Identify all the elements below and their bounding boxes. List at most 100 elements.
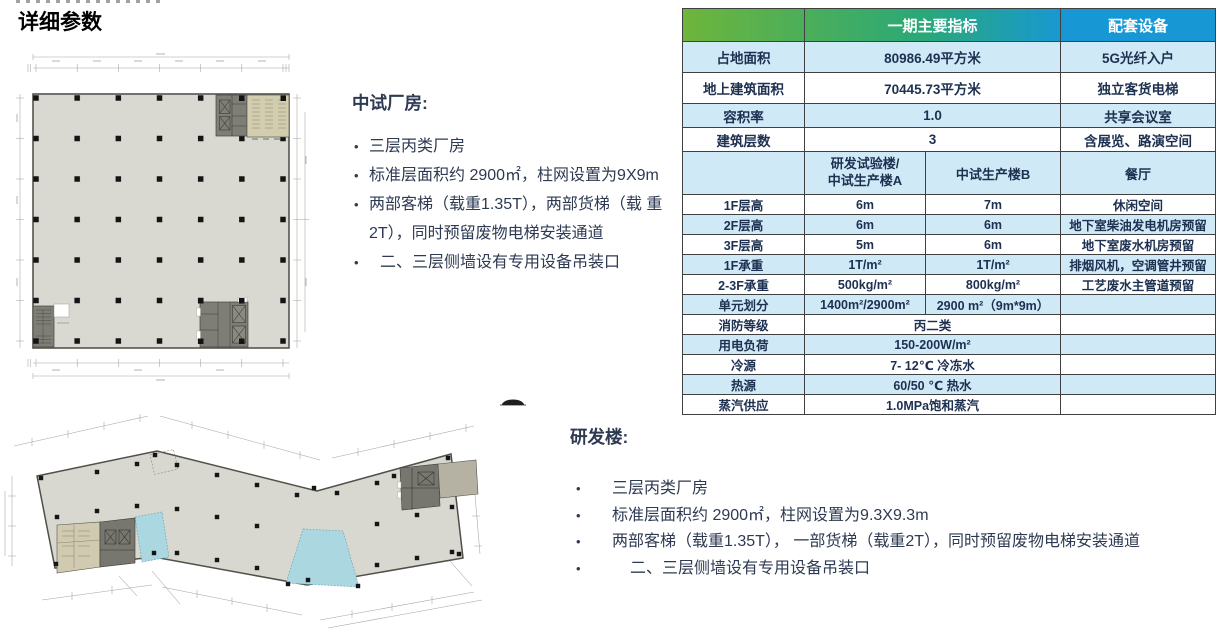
spec-table: 一期主要指标 配套设备 占地面积 80986.49平方米 5G光纤入户 地上建筑… (682, 8, 1217, 415)
rnd-building-floor-plan (4, 399, 526, 629)
spec-label-cell: 蒸汽供应 (682, 394, 805, 415)
facility-cell: 工艺废水主管道预留 (1060, 274, 1217, 295)
building-b-header-cell: 中试生产楼B (924, 151, 1062, 195)
spec-value-b-cell: 2900 m²（9m*9m） (924, 294, 1062, 315)
bullet-item: 二、三层侧墙设有专用设备吊装口 (570, 556, 1218, 583)
page-title: 详细参数 (18, 11, 102, 34)
facility-cell (1060, 374, 1217, 395)
spec-label-cell: 冷源 (682, 354, 805, 375)
table-row: 容积率 1.0 共享会议室 (682, 103, 1217, 128)
facility-cell: 排烟风机，空调管井预留 (1060, 254, 1217, 275)
spec-label-cell: 用电负荷 (682, 334, 805, 355)
bullet-item: 标准层面积约 2900㎡，柱网设置为9X9m (352, 161, 688, 190)
plan2-core-left (99, 517, 136, 568)
spec-value-b-cell: 800kg/m² (924, 274, 1062, 295)
spec-value-a-cell: 5m (804, 234, 926, 255)
table-row: 消防等级 丙二类 (682, 314, 1217, 335)
pilot-plant-bullets: 三层丙类厂房 标准层面积约 2900㎡，柱网设置为9X9m 两部客梯（载重1.3… (352, 132, 688, 277)
plan2-room-right (437, 459, 479, 499)
cropped-text-artifact (16, 0, 166, 3)
plan2-columns (38, 452, 462, 589)
table-row: 用电负荷 150-200W/m² (682, 334, 1217, 355)
spec-label-cell: 热源 (682, 374, 805, 395)
facility-cell: 5G光纤入户 (1060, 41, 1217, 73)
spec-label-cell: 容积率 (682, 103, 805, 128)
header-main-cell: 一期主要指标 (803, 8, 1062, 42)
facility-cell (1060, 394, 1217, 415)
spec-label-cell: 消防等级 (682, 314, 805, 335)
header-aux-cell: 配套设备 (1060, 8, 1217, 42)
spec-value-cell: 70445.73平方米 (803, 72, 1062, 104)
spec-label-cell: 占地面积 (682, 41, 805, 73)
spec-value-a-cell: 500kg/m² (804, 274, 926, 295)
pilot-plant-floor-plan (16, 53, 309, 381)
table-row: 1F层高 6m 7m 休闲空间 (682, 194, 1217, 215)
spec-label-cell: 2-3F承重 (682, 274, 805, 295)
spec-label-cell: 建筑层数 (682, 127, 805, 152)
facility-cell (1060, 334, 1217, 355)
spec-label-cell: 单元划分 (682, 294, 805, 315)
spec-value-cell: 60/50 ℃ 热水 (803, 374, 1062, 395)
spec-value-b-cell: 6m (924, 214, 1062, 235)
bullet-item: 三层丙类厂房 (352, 132, 688, 161)
plan2-dimension-lines (4, 414, 483, 629)
facility-cell (1060, 354, 1217, 375)
spec-value-cell: 80986.49平方米 (803, 41, 1062, 73)
rnd-building-heading: 研发楼: (570, 427, 629, 447)
rnd-building-section: 研发楼: 三层丙类厂房 标准层面积约 2900㎡，柱网设置为9.3X9.3m 两… (570, 424, 1218, 582)
plan1-room-topright (239, 94, 290, 140)
plan1-core-bottomcenter (196, 297, 249, 348)
spec-value-a-cell: 1400m²/2900m² (804, 294, 926, 315)
plan2-room-left (56, 521, 101, 574)
rnd-building-bullets: 三层丙类厂房 标准层面积约 2900㎡，柱网设置为9.3X9.3m 两部客梯（载… (570, 476, 1218, 582)
spec-value-b-cell: 7m (924, 194, 1062, 215)
table-row: 2F层高 6m 6m 地下室柴油发电机房预留 (682, 214, 1217, 235)
facility-cell: 独立客货电梯 (1060, 72, 1217, 104)
spec-value-b-cell: 6m (924, 234, 1062, 255)
table-row: 热源 60/50 ℃ 热水 (682, 374, 1217, 395)
spec-label-cell: 1F层高 (682, 194, 805, 215)
building-a-header-cell: 研发试验楼/ 中试生产楼A (804, 151, 926, 195)
table-row: 单元划分 1400m²/2900m² 2900 m²（9m*9m） (682, 294, 1217, 315)
plan1-dimension-numbers (16, 53, 307, 381)
spec-value-cell: 1.0 (803, 103, 1062, 128)
spec-value-cell: 丙二类 (803, 314, 1062, 335)
bullet-item: 两部客梯（载重1.35T）， 一部货梯（载重2T），同时预留废物电梯安装通道 (570, 529, 1218, 556)
table-row: 3F层高 5m 6m 地下室废水机房预留 (682, 234, 1217, 255)
facility-cell (1060, 294, 1217, 315)
plan2-core-right (397, 463, 441, 511)
bullet-item: 三层丙类厂房 (570, 476, 1218, 503)
spec-value-b-cell: 1T/m² (924, 254, 1062, 275)
spec-label-cell: 3F层高 (682, 234, 805, 255)
north-indicator (500, 399, 526, 406)
plan2-entrance-outline (149, 449, 179, 475)
facility-cell: 地下室废水机房预留 (1060, 234, 1217, 255)
spec-value-cell: 3 (803, 127, 1062, 152)
spec-label-cell: 1F承重 (682, 254, 805, 275)
facility-cell: 共享会议室 (1060, 103, 1217, 128)
table-row: 建筑层数 3 含展览、路演空间 (682, 127, 1217, 152)
table-row: 占地面积 80986.49平方米 5G光纤入户 (682, 41, 1217, 73)
spec-value-a-cell: 6m (804, 214, 926, 235)
spec-value-a-cell: 1T/m² (804, 254, 926, 275)
facility-cell: 餐厅 (1060, 151, 1217, 195)
spec-value-cell: 150-200W/m² (803, 334, 1062, 355)
table-row: 地上建筑面积 70445.73平方米 独立客货电梯 (682, 72, 1217, 104)
facility-cell: 地下室柴油发电机房预留 (1060, 214, 1217, 235)
spec-label-cell (682, 151, 805, 195)
table-row: 蒸汽供应 1.0MPa饱和蒸汽 (682, 394, 1217, 415)
facility-cell: 休闲空间 (1060, 194, 1217, 215)
table-row: 2-3F承重 500kg/m² 800kg/m² 工艺废水主管道预留 (682, 274, 1217, 295)
pilot-plant-section: 中试厂房: 三层丙类厂房 标准层面积约 2900㎡，柱网设置为9X9m 两部客梯… (352, 90, 688, 277)
bullet-item: 二、三层侧墙设有专用设备吊装口 (352, 248, 688, 277)
spec-value-a-cell: 6m (804, 194, 926, 215)
plan2-atrium-left (134, 511, 170, 563)
bullet-item: 标准层面积约 2900㎡，柱网设置为9.3X9.3m (570, 503, 1218, 530)
facility-cell (1060, 314, 1217, 335)
table-subheader-row: 研发试验楼/ 中试生产楼A 中试生产楼B 餐厅 (682, 151, 1217, 195)
spec-label-cell: 地上建筑面积 (682, 72, 805, 104)
facility-cell: 含展览、路演空间 (1060, 127, 1217, 152)
spec-label-cell: 2F层高 (682, 214, 805, 235)
header-spacer-cell (682, 8, 805, 42)
